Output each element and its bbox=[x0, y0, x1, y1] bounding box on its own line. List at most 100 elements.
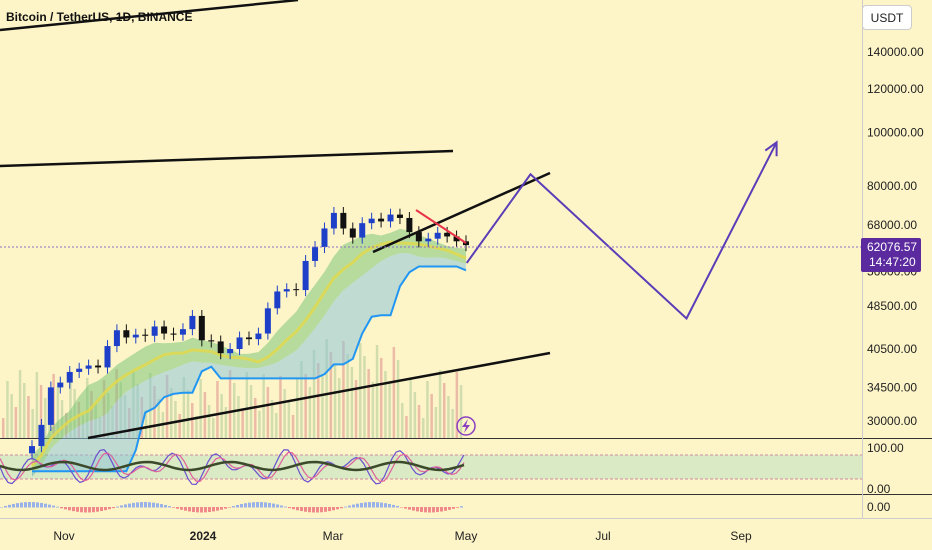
lightning-icon[interactable] bbox=[456, 416, 476, 436]
volume-bar bbox=[291, 415, 295, 438]
stoch-tick-label: 100.00 bbox=[867, 441, 904, 455]
macd-bar bbox=[44, 503, 47, 508]
macd-bar bbox=[220, 507, 223, 510]
time-tick-label: Nov bbox=[53, 529, 74, 543]
volume-bar bbox=[18, 370, 22, 438]
candle-body bbox=[463, 241, 469, 246]
macd-bar bbox=[188, 507, 191, 512]
macd-bar bbox=[428, 507, 431, 513]
candle-body bbox=[198, 315, 205, 341]
macd-bar bbox=[132, 502, 135, 508]
macd-bar bbox=[100, 507, 103, 512]
macd-bar bbox=[444, 507, 447, 511]
candle-body bbox=[406, 217, 413, 233]
macd-bar bbox=[332, 507, 335, 511]
price-tick-label: 120000.00 bbox=[867, 82, 924, 96]
macd-bar bbox=[300, 507, 303, 512]
candle-body bbox=[227, 349, 234, 354]
volume-bar bbox=[308, 387, 312, 438]
volume-bar bbox=[275, 413, 278, 438]
macd-bar bbox=[140, 502, 143, 508]
macd-bar bbox=[36, 502, 39, 508]
volume-bar bbox=[283, 389, 286, 438]
macd-bar bbox=[64, 507, 67, 510]
macd-bar bbox=[172, 507, 175, 508]
volume-bar bbox=[346, 354, 349, 438]
volume-bar bbox=[329, 352, 333, 438]
volume-bar bbox=[228, 370, 232, 438]
candle-body bbox=[123, 330, 130, 338]
macd-bar bbox=[384, 503, 387, 508]
volume-bar bbox=[258, 411, 261, 438]
macd-bar bbox=[200, 507, 203, 513]
volume-bar bbox=[287, 402, 291, 438]
macd-bar bbox=[176, 507, 179, 509]
macd-histogram bbox=[0, 502, 463, 513]
trendline-lower bbox=[87, 351, 551, 440]
macd-bar bbox=[400, 507, 403, 508]
macd-bar bbox=[412, 507, 415, 511]
volume-bar bbox=[354, 380, 358, 438]
macd-bar bbox=[324, 507, 327, 512]
candle-body bbox=[293, 289, 300, 291]
volume-bar bbox=[144, 410, 148, 438]
volume-bar bbox=[182, 377, 186, 438]
volume-bar bbox=[39, 385, 43, 438]
macd-bar bbox=[252, 502, 255, 508]
macd-bar bbox=[336, 507, 339, 510]
macd-bar bbox=[320, 507, 323, 513]
volume-bar bbox=[304, 374, 307, 438]
candle-body bbox=[236, 337, 243, 349]
price-tick-label: 30000.00 bbox=[867, 414, 917, 428]
volume-bar bbox=[220, 394, 223, 438]
candle-body bbox=[246, 337, 252, 340]
price-tick-label: 140000.00 bbox=[867, 45, 924, 59]
macd-bar bbox=[420, 507, 423, 512]
macd-bar bbox=[180, 507, 183, 510]
macd-bar bbox=[96, 507, 99, 512]
kijun-line bbox=[32, 265, 467, 473]
currency-button[interactable]: USDT bbox=[862, 5, 912, 30]
macd-bar bbox=[72, 507, 75, 512]
volume-bar bbox=[69, 376, 72, 438]
macd-bar bbox=[416, 507, 419, 512]
candle-body bbox=[368, 218, 375, 224]
macd-bar bbox=[156, 503, 159, 508]
macd-bar bbox=[20, 502, 23, 508]
macd-bar bbox=[308, 507, 311, 513]
macd-bar bbox=[348, 505, 351, 508]
candle-body bbox=[255, 333, 262, 340]
rsi-line bbox=[0, 460, 465, 472]
macd-bar bbox=[116, 506, 119, 508]
macd-bar bbox=[88, 507, 91, 513]
volume-bar bbox=[350, 367, 354, 438]
macd-bar bbox=[452, 507, 455, 509]
macd-bar bbox=[48, 504, 51, 508]
candle-body bbox=[104, 346, 111, 368]
macd-bar bbox=[304, 507, 307, 512]
macd-bar bbox=[432, 507, 435, 513]
volume-bar bbox=[380, 358, 383, 438]
macd-bar bbox=[456, 507, 459, 508]
macd-bar bbox=[316, 507, 319, 513]
candle-body bbox=[76, 368, 83, 372]
macd-bar bbox=[424, 507, 427, 513]
macd-bar bbox=[104, 507, 107, 511]
macd-bar bbox=[120, 505, 123, 508]
macd-bar bbox=[264, 502, 267, 508]
macd-bar bbox=[144, 502, 147, 508]
macd-bar bbox=[284, 506, 287, 508]
candle-body bbox=[349, 228, 356, 238]
macd-bar bbox=[160, 504, 163, 508]
candle-body bbox=[151, 326, 158, 336]
volume-bar bbox=[434, 407, 438, 438]
macd-bar bbox=[108, 507, 111, 510]
macd-bar bbox=[8, 504, 11, 508]
macd-bar bbox=[56, 506, 59, 508]
macd-bar bbox=[168, 506, 171, 508]
candle-body bbox=[47, 387, 54, 425]
volume-bar bbox=[56, 387, 60, 438]
macd-bar bbox=[52, 505, 55, 508]
